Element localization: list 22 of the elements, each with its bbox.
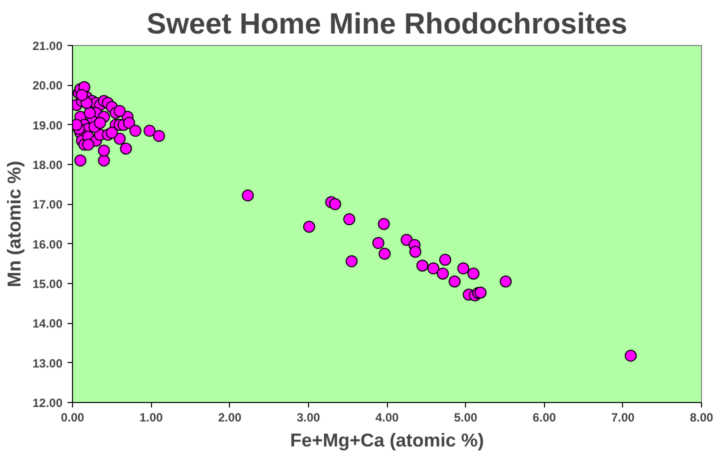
y-tick-label: 15.00 xyxy=(32,277,63,291)
y-tick-label: 16.00 xyxy=(32,237,63,252)
y-tick-label: 19.00 xyxy=(32,118,63,132)
x-tick-label: 4.00 xyxy=(375,410,400,424)
x-tick-label: 7.00 xyxy=(611,410,635,424)
y-tick-label: 20.00 xyxy=(32,78,63,93)
x-tick-label: 2.00 xyxy=(218,410,242,424)
y-tick-label: 14.00 xyxy=(32,316,63,331)
x-tick-label: 5.00 xyxy=(454,410,478,424)
x-axis-title: Fe+Mg+Ca (atomic %) xyxy=(290,430,484,450)
x-tick-label: 1.00 xyxy=(139,410,164,424)
y-axis-title: Mn (atomic %) xyxy=(3,160,24,288)
y-tick-label: 12.00 xyxy=(32,396,63,410)
x-tick-label: 8.00 xyxy=(690,410,714,424)
x-tick-label: 3.00 xyxy=(296,410,320,424)
y-tick-label: 17.00 xyxy=(32,198,63,212)
chart-title: Sweet Home Mine Rhodochrosites xyxy=(146,8,628,40)
y-tick-label: 21.00 xyxy=(32,39,63,53)
x-tick-label: 0.00 xyxy=(60,410,85,424)
x-tick-label: 6.00 xyxy=(532,410,556,424)
y-tick-label: 18.00 xyxy=(32,158,63,172)
y-tick-label: 13.00 xyxy=(32,356,63,370)
